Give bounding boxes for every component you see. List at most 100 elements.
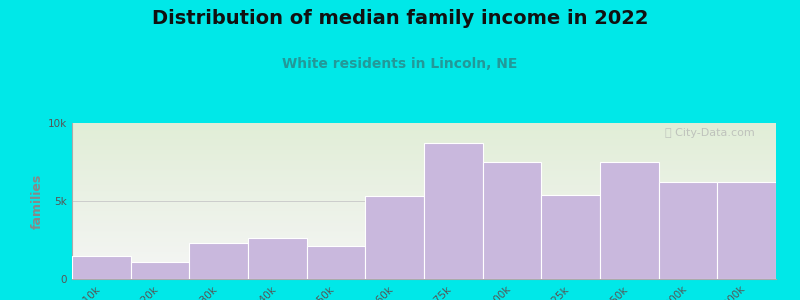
Bar: [72, 163, 776, 164]
Bar: [72, 278, 776, 279]
Bar: [72, 256, 130, 279]
Bar: [72, 205, 776, 206]
Bar: [72, 250, 776, 251]
Bar: [72, 176, 776, 177]
Bar: [72, 158, 776, 159]
Bar: [72, 202, 776, 203]
Bar: [72, 142, 776, 143]
Bar: [72, 224, 776, 225]
Bar: [72, 221, 776, 222]
Bar: [72, 127, 776, 128]
Bar: [72, 133, 776, 134]
Bar: [72, 242, 776, 243]
Bar: [366, 196, 424, 279]
Bar: [72, 140, 776, 141]
Bar: [72, 215, 776, 216]
Bar: [72, 204, 776, 205]
Bar: [72, 225, 776, 226]
Bar: [72, 249, 776, 250]
Bar: [72, 141, 776, 142]
Bar: [72, 180, 776, 181]
Bar: [72, 145, 776, 146]
Bar: [72, 218, 776, 219]
Bar: [72, 201, 776, 202]
Bar: [72, 154, 776, 155]
Bar: [72, 241, 776, 242]
Bar: [72, 126, 776, 127]
Bar: [72, 240, 776, 241]
Bar: [72, 195, 776, 196]
Bar: [72, 197, 776, 198]
Bar: [72, 256, 776, 257]
Bar: [72, 156, 776, 157]
Bar: [72, 178, 776, 179]
Bar: [72, 136, 776, 137]
Bar: [72, 184, 776, 185]
Bar: [72, 232, 776, 233]
Bar: [72, 164, 776, 165]
Bar: [72, 230, 776, 231]
Bar: [72, 174, 776, 175]
Bar: [72, 217, 776, 218]
Bar: [72, 173, 776, 174]
Bar: [72, 209, 776, 210]
Bar: [72, 229, 776, 230]
Bar: [72, 125, 776, 126]
Bar: [72, 267, 776, 268]
Bar: [72, 265, 776, 266]
Bar: [72, 266, 776, 267]
Bar: [72, 212, 776, 213]
Bar: [72, 124, 776, 125]
Bar: [72, 261, 776, 262]
Bar: [72, 237, 776, 238]
Bar: [72, 150, 776, 151]
Bar: [72, 131, 776, 132]
Bar: [72, 252, 776, 253]
Bar: [72, 223, 776, 224]
Bar: [72, 191, 776, 192]
Bar: [72, 277, 776, 278]
Bar: [72, 144, 776, 145]
Bar: [72, 139, 776, 140]
Bar: [72, 198, 776, 199]
Bar: [72, 187, 776, 188]
Bar: [72, 170, 776, 171]
Bar: [542, 195, 600, 279]
Bar: [72, 160, 776, 161]
Bar: [72, 162, 776, 163]
Bar: [72, 243, 776, 244]
Bar: [72, 171, 776, 172]
Bar: [72, 130, 776, 131]
Bar: [72, 274, 776, 275]
Bar: [72, 210, 776, 211]
Bar: [72, 200, 776, 201]
Bar: [72, 143, 776, 144]
Bar: [72, 227, 776, 228]
Bar: [72, 260, 776, 261]
Bar: [72, 239, 776, 240]
Bar: [72, 168, 776, 169]
Bar: [72, 214, 776, 215]
Bar: [72, 264, 776, 265]
Bar: [72, 244, 776, 245]
Bar: [72, 236, 776, 237]
Bar: [72, 226, 776, 227]
Bar: [72, 186, 776, 187]
Bar: [72, 268, 776, 269]
Bar: [72, 257, 776, 258]
Bar: [72, 137, 776, 138]
Y-axis label: families: families: [30, 173, 44, 229]
Bar: [72, 151, 776, 152]
Bar: [72, 161, 776, 162]
Bar: [424, 143, 482, 279]
Bar: [72, 167, 776, 168]
Bar: [72, 199, 776, 200]
Bar: [72, 246, 776, 247]
Bar: [72, 248, 776, 249]
Bar: [72, 269, 776, 270]
Bar: [718, 182, 776, 279]
Bar: [72, 262, 776, 263]
Bar: [190, 243, 248, 279]
Bar: [72, 233, 776, 234]
Bar: [72, 275, 776, 276]
